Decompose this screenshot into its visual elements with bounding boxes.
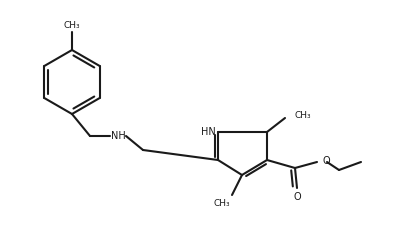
Text: NH: NH (110, 131, 125, 141)
Text: O: O (292, 192, 300, 202)
Text: CH₃: CH₃ (64, 22, 80, 30)
Text: CH₃: CH₃ (294, 110, 311, 120)
Text: HN: HN (200, 127, 215, 137)
Text: O: O (322, 156, 330, 166)
Text: CH₃: CH₃ (213, 198, 230, 208)
